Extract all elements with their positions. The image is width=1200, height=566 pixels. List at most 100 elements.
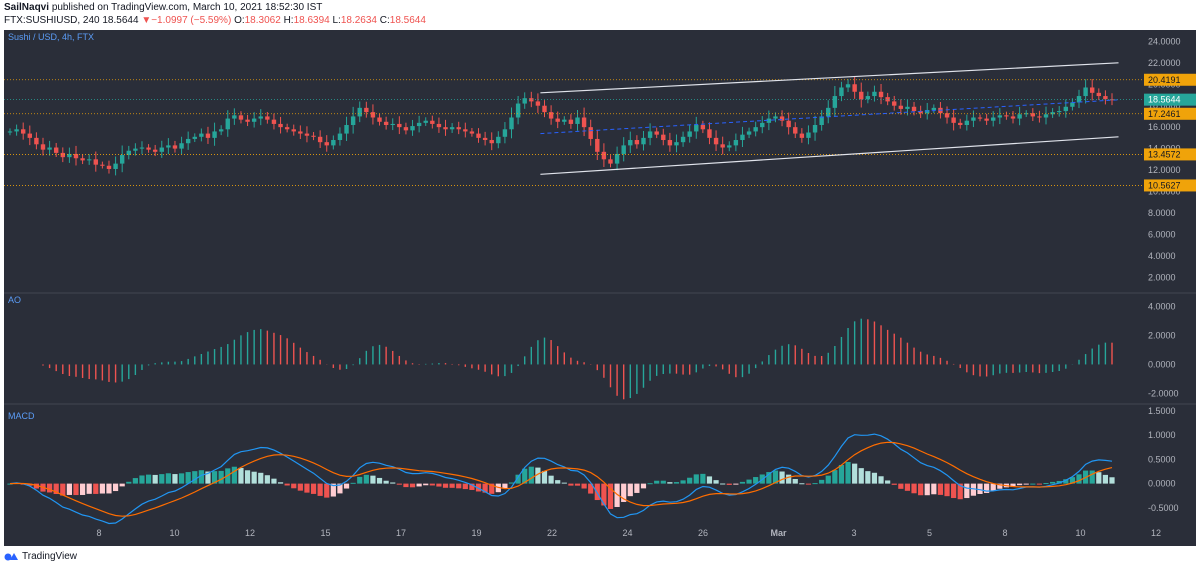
macd-legend[interactable]: MACD — [8, 411, 35, 421]
candle — [489, 140, 494, 144]
macd-histogram-bar — [1102, 474, 1109, 484]
macd-histogram-bar — [337, 483, 343, 494]
candle — [1096, 92, 1102, 97]
candle — [951, 117, 956, 123]
macd-histogram-bar — [53, 483, 59, 495]
macd-histogram-bar — [60, 483, 66, 496]
macd-histogram-bar — [858, 468, 864, 484]
macd-histogram-bar — [1010, 483, 1016, 487]
candle — [357, 107, 362, 117]
candle — [502, 129, 508, 137]
macd-histogram-bar — [997, 483, 1003, 489]
macd-histogram-bar — [324, 483, 330, 498]
candle — [126, 150, 131, 156]
candle — [931, 107, 937, 110]
macd-histogram-bar — [561, 482, 567, 484]
candle — [515, 103, 521, 118]
candle — [337, 133, 343, 141]
candle — [713, 137, 719, 145]
macd-histogram-bar — [786, 474, 792, 484]
price-y-tick-label: 10.0000 — [1148, 186, 1181, 196]
high-value: 18.6394 — [293, 15, 330, 26]
candle — [152, 149, 158, 152]
candle — [232, 115, 237, 119]
candle — [1010, 116, 1016, 119]
macd-histogram-bar — [647, 483, 653, 485]
candle — [793, 127, 798, 134]
macd-histogram-bar — [726, 483, 732, 485]
low-value: 18.2634 — [340, 15, 377, 26]
candle — [364, 107, 369, 113]
macd-histogram-bar — [271, 478, 277, 484]
candle — [40, 144, 46, 150]
macd-histogram-bar — [753, 477, 759, 484]
macd-histogram-bar — [456, 483, 462, 489]
macd-histogram-bar — [185, 472, 191, 484]
candle — [430, 120, 435, 124]
candle — [73, 153, 79, 159]
ao-y-tick-label: 0.0000 — [1148, 359, 1176, 369]
macd-histogram-bar — [812, 483, 818, 485]
macd-histogram-bar — [33, 483, 39, 489]
level-price-badge — [1144, 107, 1196, 120]
candle — [766, 118, 772, 123]
candle — [773, 116, 778, 119]
macd-histogram-bar — [667, 482, 673, 484]
macd-histogram-bar — [152, 474, 158, 484]
candle — [192, 136, 197, 139]
brand-name[interactable]: TradingView — [22, 550, 78, 562]
candle — [436, 123, 442, 128]
macd-histogram-bar — [291, 483, 297, 489]
macd-histogram-bar — [139, 475, 145, 484]
level-price-badge — [1144, 73, 1196, 86]
macd-histogram-bar — [1050, 481, 1056, 484]
candle — [654, 131, 659, 135]
macd-histogram-bar — [462, 483, 468, 490]
candle — [67, 153, 72, 158]
macd-histogram-bar — [27, 483, 33, 486]
macd-histogram-bar — [238, 467, 244, 484]
macd-histogram-bar — [390, 482, 396, 484]
macd-y-tick-label: -0.5000 — [1148, 503, 1179, 513]
macd-histogram-bar — [918, 483, 924, 496]
macd-histogram-bar — [442, 483, 449, 488]
macd-histogram-bar — [654, 480, 660, 484]
candle — [647, 131, 653, 138]
candle — [694, 125, 699, 132]
price-y-tick-label: 2.0000 — [1148, 272, 1176, 282]
candle — [542, 105, 547, 113]
price-y-tick-label: 24.0000 — [1148, 36, 1181, 46]
macd-histogram-bar — [951, 483, 957, 499]
macd-histogram-bar — [310, 483, 317, 494]
author-name[interactable]: SailNaqvi — [4, 2, 50, 13]
candle — [977, 117, 983, 119]
macd-histogram-bar — [720, 483, 726, 485]
candle — [304, 133, 310, 136]
macd-histogram-bar — [284, 483, 290, 486]
candle — [53, 147, 59, 153]
chart-area[interactable]: 2.00004.00006.00008.000010.000012.000014… — [4, 30, 1196, 546]
candle — [872, 91, 877, 97]
candle — [964, 120, 970, 126]
macd-histogram-bar — [792, 478, 798, 484]
candle — [707, 129, 712, 138]
macd-histogram-bar — [172, 474, 178, 484]
ao-legend[interactable]: AO — [8, 295, 22, 305]
candle — [344, 125, 349, 134]
chart-canvas[interactable]: 2.00004.00006.00008.000010.000012.000014… — [4, 30, 1196, 546]
macd-histogram-bar — [304, 483, 310, 493]
candle — [944, 113, 950, 118]
change-down-icon: ▼ — [141, 15, 152, 26]
candle — [238, 115, 244, 120]
main-legend[interactable]: Sushi / USD, 4h, FTX — [8, 32, 95, 42]
candle — [621, 145, 626, 154]
level-price-badge — [1144, 148, 1196, 161]
macd-histogram-bar — [733, 483, 739, 485]
candle — [205, 133, 211, 138]
signal-line — [9, 441, 1113, 517]
close-label: C: — [379, 15, 390, 26]
x-tick-label: 22 — [547, 528, 557, 538]
candle — [324, 142, 329, 146]
candle — [284, 127, 290, 130]
macd-histogram-bar — [1096, 472, 1102, 484]
